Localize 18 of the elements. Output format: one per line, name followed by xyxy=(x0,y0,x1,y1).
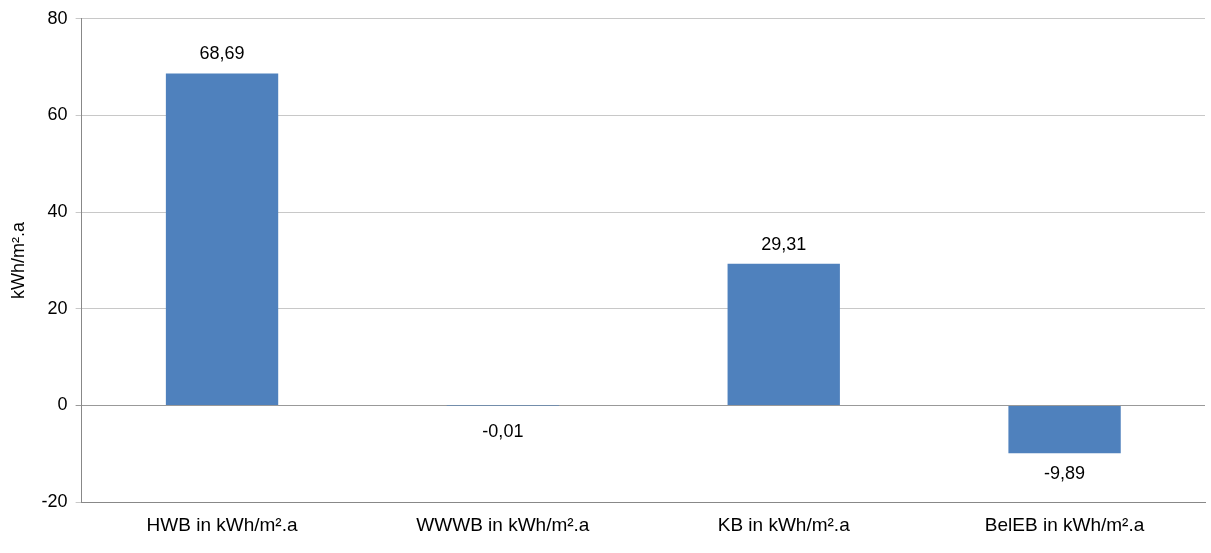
y-tick-label: -20 xyxy=(41,491,68,512)
bar xyxy=(727,263,840,406)
bar xyxy=(165,73,279,406)
y-tick-label: 40 xyxy=(47,201,68,222)
x-tick-label: BelEB in kWh/m².a xyxy=(984,513,1145,535)
y-axis-title: kWh/m².a xyxy=(7,221,28,300)
x-tick-label: WWWB in kWh/m².a xyxy=(416,513,590,535)
data-label: -0,01 xyxy=(482,421,524,442)
y-tick-label: 20 xyxy=(47,297,68,318)
data-label: 29,31 xyxy=(761,233,807,254)
bar xyxy=(1008,406,1121,454)
y-tick-label: 80 xyxy=(47,7,68,28)
x-tick-label: HWB in kWh/m².a xyxy=(146,513,298,535)
y-tick-label: 0 xyxy=(57,394,68,415)
data-label: 68,69 xyxy=(199,43,245,64)
x-tick-label: KB in kWh/m².a xyxy=(717,513,851,535)
data-label: -9,89 xyxy=(1044,463,1086,484)
y-tick-label: 60 xyxy=(47,104,68,125)
